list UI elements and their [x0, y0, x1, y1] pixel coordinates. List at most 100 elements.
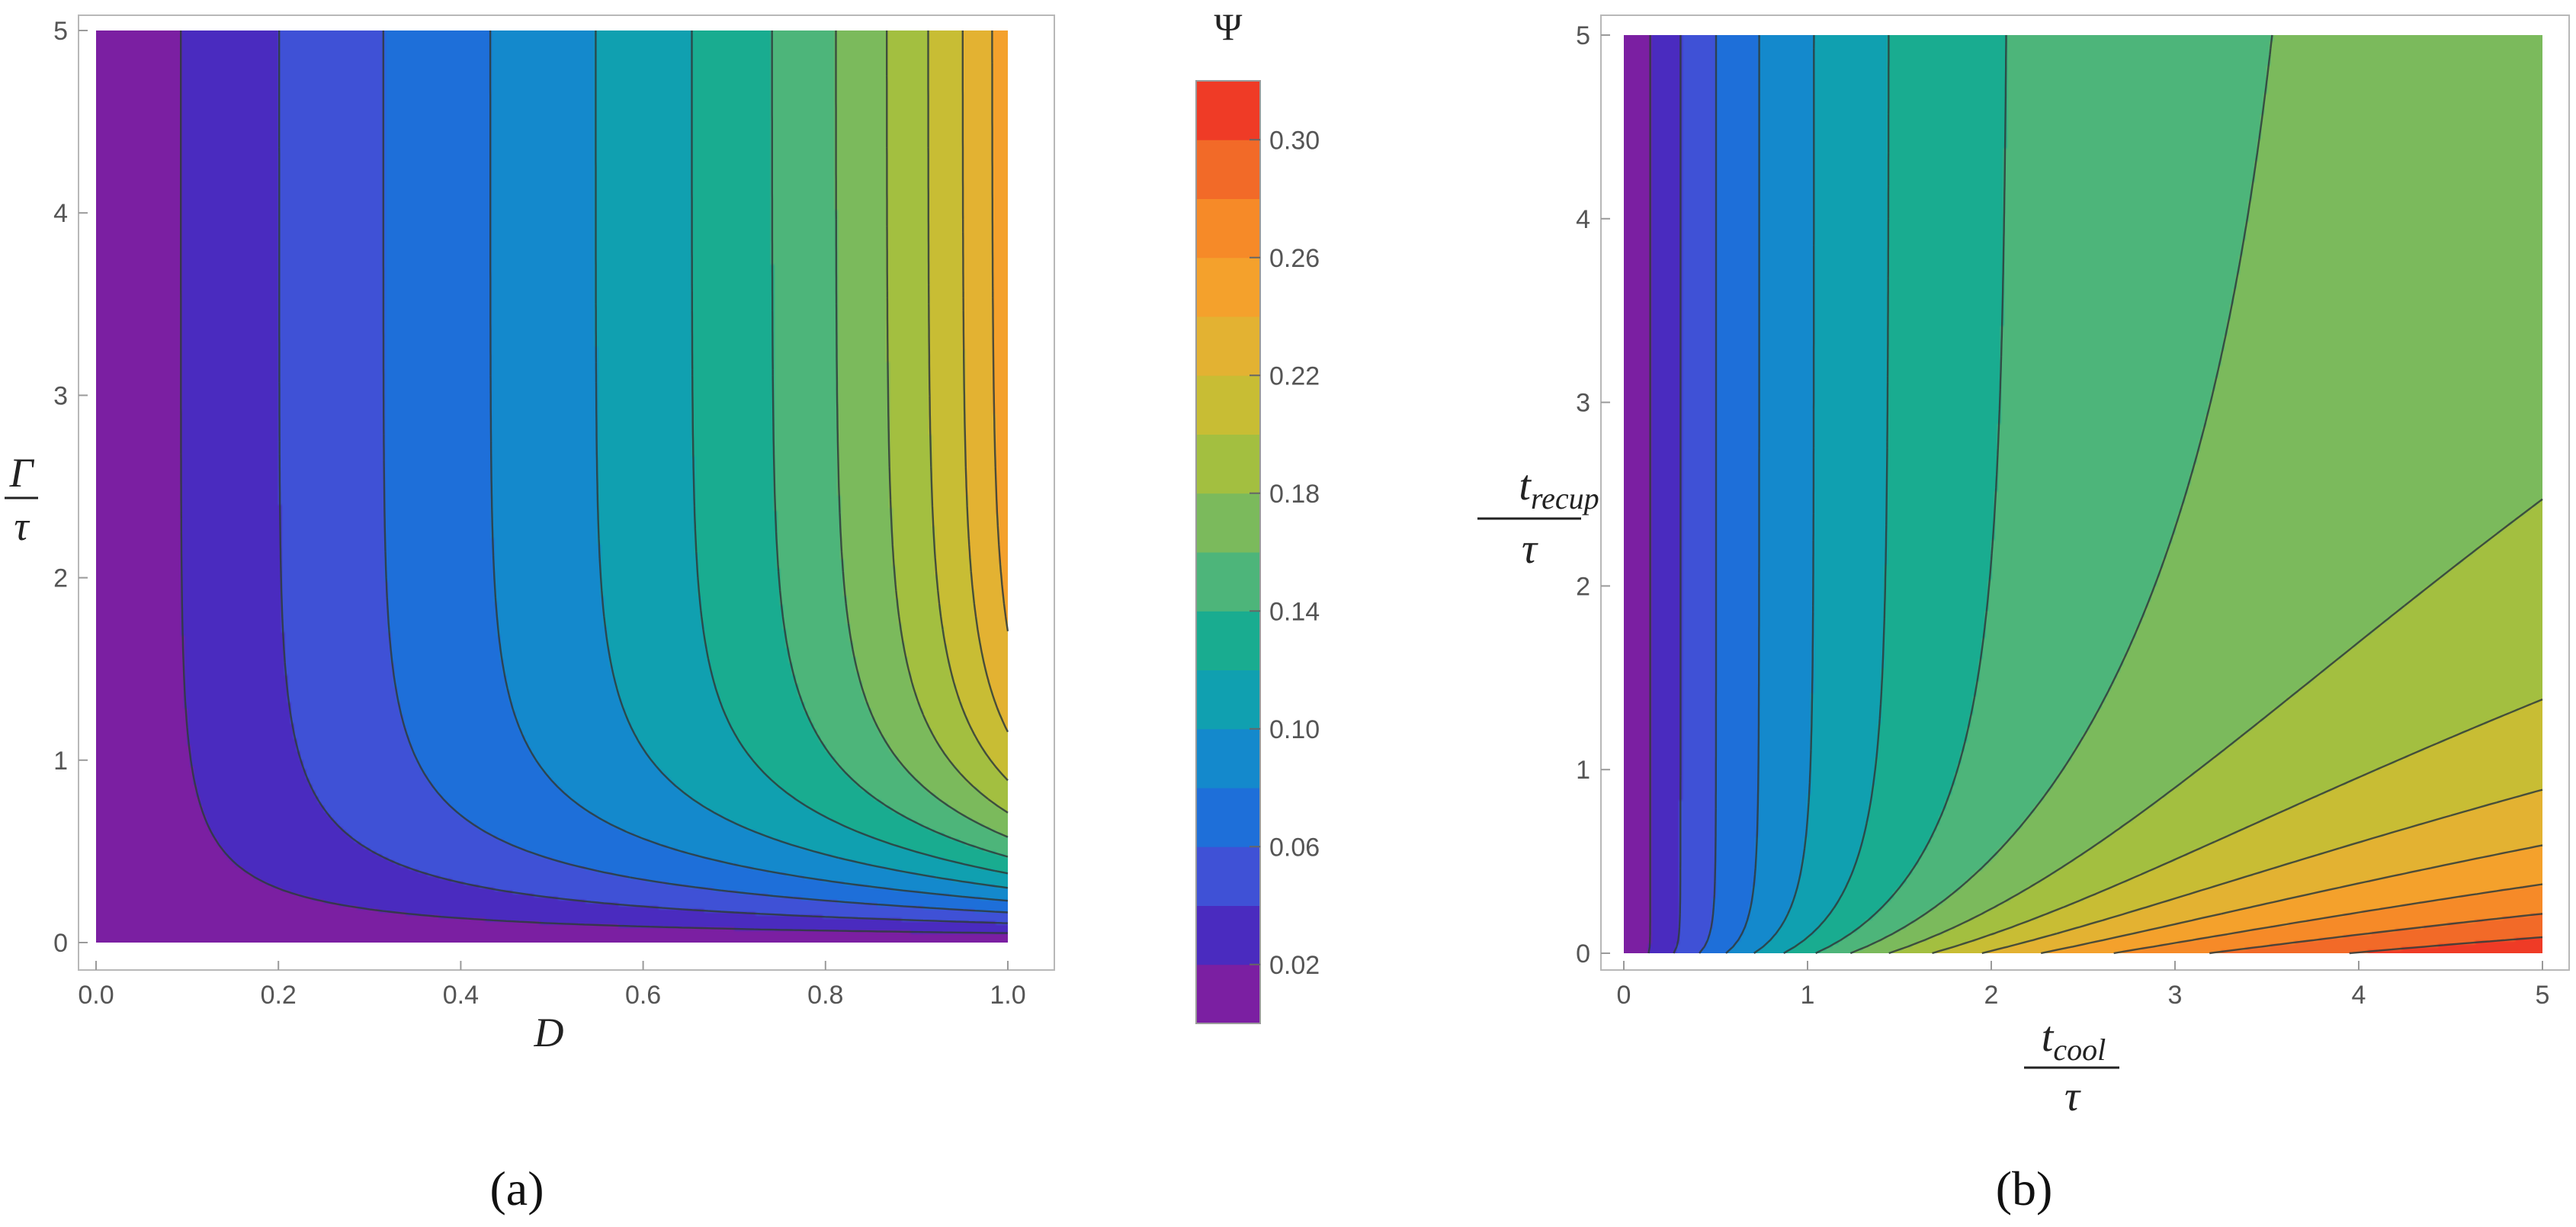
- contA-level-4: [595, 31, 1009, 889]
- colorbar-frame: [1195, 80, 1261, 1024]
- contB-level-10: [1981, 789, 2543, 955]
- panel-b-axes: 0 1 2 3 4 5 0 1 2 3 4 5: [1576, 21, 2549, 1010]
- colorbar-band: [1196, 964, 1260, 1024]
- contA-level-2: [382, 31, 1009, 914]
- contB-level-11: [2040, 844, 2543, 955]
- ticksA-y-tick-label: 0: [53, 929, 68, 958]
- contA-level-8: [886, 31, 1009, 814]
- ticksB-y-tick-label: 3: [1576, 389, 1590, 418]
- colorbar-band: [1196, 552, 1260, 612]
- panel-a-contour-lines: [180, 31, 1009, 934]
- colorbar-band: [1196, 728, 1260, 789]
- colorbar-band: [1196, 788, 1260, 847]
- colorbar-band: [1196, 316, 1260, 376]
- ticksB-y-tick-label: 1: [1576, 756, 1590, 785]
- ticksB-x-tick-label: 0: [1617, 981, 1631, 1010]
- ticksA-y-tick-label: 4: [53, 199, 68, 228]
- panel-a: 0.0 0.2 0.4 0.6 0.8 1.0 0 1 2 3 4 5 D Γ τ (a): [5, 14, 1055, 1216]
- colorbar: Ψ 0.02 0.06 0.10 0.14 0.18 0.22 0.26 0.30: [1195, 5, 1320, 1024]
- contB-level-7: [1849, 34, 2273, 955]
- panel-b-y-label-sub: recup: [1531, 481, 1599, 516]
- colorbar-band: [1196, 846, 1260, 906]
- colorbar-tick-label: 0.18: [1269, 480, 1320, 509]
- colorbar-tick-label: 0.26: [1269, 244, 1320, 273]
- colorbar-tick-label: 0.14: [1269, 597, 1320, 626]
- colorbar-tick-label: 0.06: [1269, 833, 1320, 862]
- colorbar-tick-label: 0.10: [1269, 715, 1320, 744]
- colorbar-ticks: 0.02 0.06 0.10 0.14 0.18 0.22 0.26 0.30: [1250, 126, 1320, 980]
- colorbar-band: [1196, 81, 1260, 140]
- colorbar-band: [1196, 140, 1260, 199]
- panel-a-y-label-numerator: Γ: [9, 450, 35, 496]
- contB-level-9: [1932, 698, 2543, 955]
- ticksA-y-tick-label: 1: [53, 747, 68, 776]
- contB-level-5: [1783, 35, 1890, 955]
- panel-b-label: (b): [1996, 1161, 2053, 1216]
- panel-a-y-axis-label: Γ τ: [5, 450, 38, 549]
- colorbar-band: [1196, 611, 1260, 670]
- contA-level-7: [835, 31, 1009, 838]
- ticksA-x-tick-label: 0.0: [78, 981, 114, 1010]
- ticksA-y-tick-label: 5: [53, 17, 68, 46]
- panel-b-frame: [1600, 14, 2570, 971]
- panel-a-contour-fill: [96, 31, 1008, 943]
- contB-level-8: [1888, 498, 2543, 955]
- ticksA-y-tick-label: 2: [53, 564, 68, 593]
- contA-level-9: [927, 31, 1009, 782]
- panel-b-x-label-numerator: tcool: [2042, 1013, 2106, 1067]
- contA-level-6: [771, 31, 1009, 858]
- ticksA-x-tick-label: 0.8: [807, 981, 843, 1010]
- panel-a-label: (a): [489, 1161, 544, 1216]
- ticksA-x-tick-label: 0.4: [443, 981, 479, 1010]
- colorbar-title: Ψ: [1214, 5, 1243, 48]
- colorbar-band: [1196, 670, 1260, 730]
- contB-level-3: [1725, 35, 1760, 954]
- contB-level-1: [1673, 35, 1682, 954]
- panel-a-y-label-denominator: τ: [14, 503, 30, 549]
- panel-a-axes: 0.0 0.2 0.4 0.6 0.8 1.0 0 1 2 3 4 5: [53, 17, 1026, 1010]
- ticksA-x-tick-label: 0.2: [261, 981, 297, 1010]
- colorbar-band: [1196, 257, 1260, 317]
- contB-level-4: [1753, 35, 1815, 954]
- contA-level-10: [961, 31, 1009, 733]
- ticksB-y-tick-label: 2: [1576, 572, 1590, 601]
- panel-a-x-axis-label: D: [534, 1010, 564, 1055]
- ticksB-x-tick-label: 1: [1801, 981, 1815, 1010]
- colorbar-band: [1196, 434, 1260, 494]
- panel-b-x-label-sub: cool: [2053, 1033, 2106, 1067]
- contB-level-6: [1815, 35, 2007, 955]
- contA-level-3: [489, 31, 1009, 902]
- ticksB-x-tick-label: 3: [2168, 981, 2183, 1010]
- contA-level-5: [691, 31, 1009, 875]
- ticksB-y-tick-label: 5: [1576, 21, 1590, 50]
- ticksA-y-tick-label: 3: [53, 381, 68, 410]
- contB-level-13: [2209, 913, 2543, 955]
- contB-level-2: [1699, 35, 1718, 954]
- contB-level-0: [1647, 35, 1651, 954]
- contA-level-0: [180, 31, 1009, 934]
- panel-b-contour-lines: [1647, 34, 2543, 955]
- ticksB-y-tick-label: 4: [1576, 205, 1590, 234]
- colorbar-band: [1196, 375, 1260, 435]
- panel-b-y-label-numerator: trecup: [1519, 462, 1599, 516]
- colorbar-tick-label: 0.30: [1269, 126, 1320, 155]
- contB-level-14: [2349, 936, 2543, 955]
- panel-b-y-axis-label: trecup τ: [1477, 462, 1599, 573]
- panel-b-y-label-t: t: [1519, 462, 1532, 509]
- ticksB-x-tick-label: 2: [1984, 981, 1999, 1010]
- colorbar-tick-label: 0.22: [1269, 361, 1320, 390]
- panel-b-contour-fill: [1624, 35, 2542, 953]
- ticksB-y-tick-label: 0: [1576, 940, 1590, 968]
- panel-b-x-axis-label: tcool τ: [2024, 1013, 2119, 1120]
- contA-level-1: [278, 31, 1009, 924]
- panel-b-y-label-denominator: τ: [1522, 525, 1538, 573]
- colorbar-band: [1196, 493, 1260, 553]
- colorbar-bands: [1196, 81, 1260, 1024]
- contB-level-12: [2113, 883, 2543, 955]
- colorbar-band: [1196, 905, 1260, 965]
- panel-b-x-label-t: t: [2042, 1013, 2055, 1061]
- ticksB-x-tick-label: 4: [2352, 981, 2366, 1010]
- ticksA-x-tick-label: 1.0: [990, 981, 1025, 1010]
- panel-b-x-label-denominator: τ: [2064, 1073, 2081, 1120]
